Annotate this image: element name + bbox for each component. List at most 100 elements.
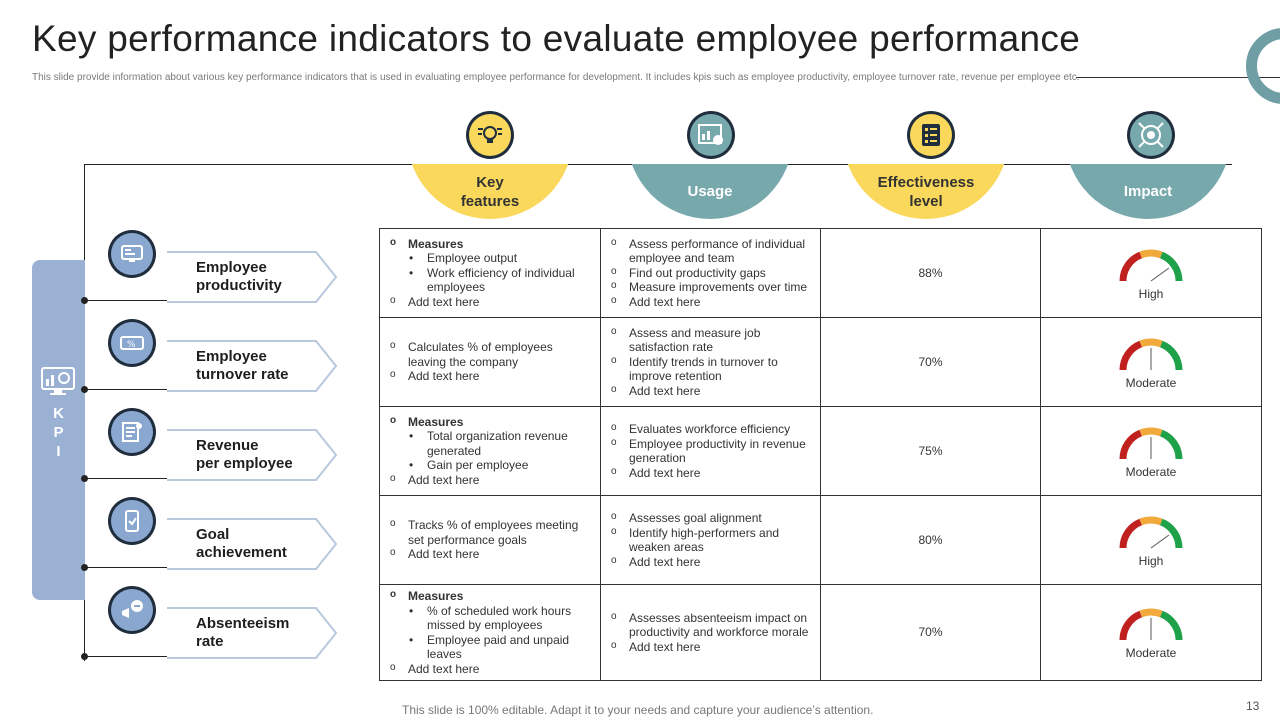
feature-item: Add text here: [390, 472, 594, 488]
effectiveness-cell: 75%: [820, 406, 1041, 496]
usage-item: Identify high-performers and weaken area…: [611, 525, 814, 555]
feature-item: Work efficiency of individual employees: [390, 266, 594, 295]
effectiveness-cell: 70%: [820, 584, 1041, 681]
impact-cell: High: [1040, 228, 1262, 318]
row-connector-dot: [81, 564, 88, 571]
impact-label: High: [1138, 553, 1164, 568]
page-number: 13: [1246, 699, 1260, 713]
usage-item: Measure improvements over time: [611, 279, 814, 295]
table-row: Measures% of scheduled work hours missed…: [379, 584, 1262, 681]
feature-item: Measures: [390, 588, 594, 604]
column-header-usage: Usage: [627, 164, 793, 219]
bulb-gears-icon: [478, 126, 502, 143]
row-connector-line: [85, 567, 167, 568]
impact-label: Moderate: [1125, 375, 1177, 390]
usage-item: Add text here: [611, 554, 814, 570]
feature-item: Add text here: [390, 294, 594, 310]
row-connector-line: [85, 389, 167, 390]
page-title: Key performance indicators to evaluate e…: [32, 18, 1081, 59]
row-connector-dot: [81, 297, 88, 304]
feature-item: Measures: [390, 414, 594, 430]
column-header-key-features: Key features: [407, 164, 573, 219]
report-icon: [108, 408, 156, 456]
usage-item: Find out productivity gaps: [611, 265, 814, 281]
impact-cell: Moderate: [1040, 406, 1262, 496]
effectiveness-header-icon: [907, 111, 955, 159]
impact-gauge: [1119, 608, 1183, 641]
footer-note: This slide is 100% editable. Adapt it to…: [402, 703, 874, 717]
feature-item: Tracks % of employees meeting set perfor…: [390, 517, 594, 547]
feature-item: Total organization revenue generated: [390, 429, 594, 458]
monitor-icon: [108, 230, 156, 278]
page-subtitle: This slide provide information about var…: [32, 72, 1080, 83]
feature-item: Add text here: [390, 368, 594, 384]
impact-header-icon: [1127, 111, 1175, 159]
row-connector-line: [85, 300, 167, 301]
feature-item: Calculates % of employees leaving the co…: [390, 339, 594, 369]
row-label-1: Employee productivity: [166, 251, 338, 303]
feature-item: Add text here: [390, 661, 594, 677]
key-features-cell: MeasuresEmployee outputWork efficiency o…: [379, 228, 601, 318]
checklist-icon: [922, 124, 940, 146]
usage-item: Assess and measure job satisfaction rate: [611, 325, 814, 355]
kpi-dashboard-icon: [41, 367, 75, 395]
impact-gauge: [1119, 427, 1183, 459]
row-label-4: Goal achievement: [166, 518, 338, 570]
usage-item: Assesses goal alignment: [611, 510, 814, 526]
usage-cell: Assesses goal alignmentIdentify high-per…: [600, 495, 821, 585]
key-features-cell: Calculates % of employees leaving the co…: [379, 317, 601, 407]
table-row: MeasuresTotal organization revenue gener…: [379, 406, 1262, 496]
usage-item: Add text here: [611, 383, 814, 399]
usage-item: Employee productivity in revenue generat…: [611, 436, 814, 466]
impact-label: Moderate: [1125, 646, 1177, 661]
impact-cell: Moderate: [1040, 584, 1262, 681]
feature-item: Measures: [390, 236, 594, 252]
megaphone-chat-icon: [108, 586, 156, 634]
usage-item: Assess performance of individual employe…: [611, 236, 814, 266]
column-header-impact: Impact: [1065, 164, 1231, 219]
effectiveness-value: 88%: [918, 265, 943, 280]
usage-item: Add text here: [611, 465, 814, 481]
percent-ticket-icon: %: [108, 319, 156, 367]
feature-item: Employee paid and unpaid leaves: [390, 633, 594, 662]
usage-item: Identify trends in turnover to improve r…: [611, 354, 814, 384]
impact-gauge: [1119, 338, 1183, 370]
impact-label: Moderate: [1125, 464, 1177, 479]
usage-cell: Assess and measure job satisfaction rate…: [600, 317, 821, 407]
effectiveness-cell: 70%: [820, 317, 1041, 407]
column-header-effectiveness: Effectiveness level: [843, 164, 1009, 219]
table-row: Calculates % of employees leaving the co…: [379, 317, 1262, 407]
impact-label: High: [1138, 286, 1164, 301]
feature-item: Employee output: [390, 251, 594, 266]
effectiveness-cell: 80%: [820, 495, 1041, 585]
usage-cell: Assesses absenteeism impact on productiv…: [600, 584, 821, 681]
mobile-goal-icon: [108, 497, 156, 545]
usage-item: Add text here: [611, 639, 814, 655]
table-row: Tracks % of employees meeting set perfor…: [379, 495, 1262, 585]
key-features-cell: Measures% of scheduled work hours missed…: [379, 584, 601, 681]
svg-text:%: %: [127, 340, 136, 350]
effectiveness-value: 70%: [918, 625, 943, 640]
kpi-table: MeasuresEmployee outputWork efficiency o…: [379, 228, 1262, 681]
key-features-cell: MeasuresTotal organization revenue gener…: [379, 406, 601, 496]
impact-cell: Moderate: [1040, 317, 1262, 407]
feature-item: Add text here: [390, 546, 594, 562]
feature-item: Gain per employee: [390, 458, 594, 473]
row-connector-dot: [81, 386, 88, 393]
dashboard-chart-icon: [698, 124, 723, 145]
feature-item: % of scheduled work hours missed by empl…: [390, 604, 594, 633]
usage-item: Add text here: [611, 294, 814, 310]
key-features-cell: Tracks % of employees meeting set perfor…: [379, 495, 601, 585]
row-label-2: Employee turnover rate: [166, 340, 338, 392]
effectiveness-value: 70%: [918, 354, 943, 369]
row-label-5: Absenteeism rate: [166, 607, 338, 659]
usage-cell: Assess performance of individual employe…: [600, 228, 821, 318]
effectiveness-cell: 88%: [820, 228, 1041, 318]
row-label-3: Revenue per employee: [166, 429, 338, 481]
usage-item: Assesses absenteeism impact on productiv…: [611, 610, 814, 640]
target-gear-icon: [1138, 122, 1164, 148]
key-features-header-icon: [466, 111, 514, 159]
row-connector-dot: [81, 475, 88, 482]
